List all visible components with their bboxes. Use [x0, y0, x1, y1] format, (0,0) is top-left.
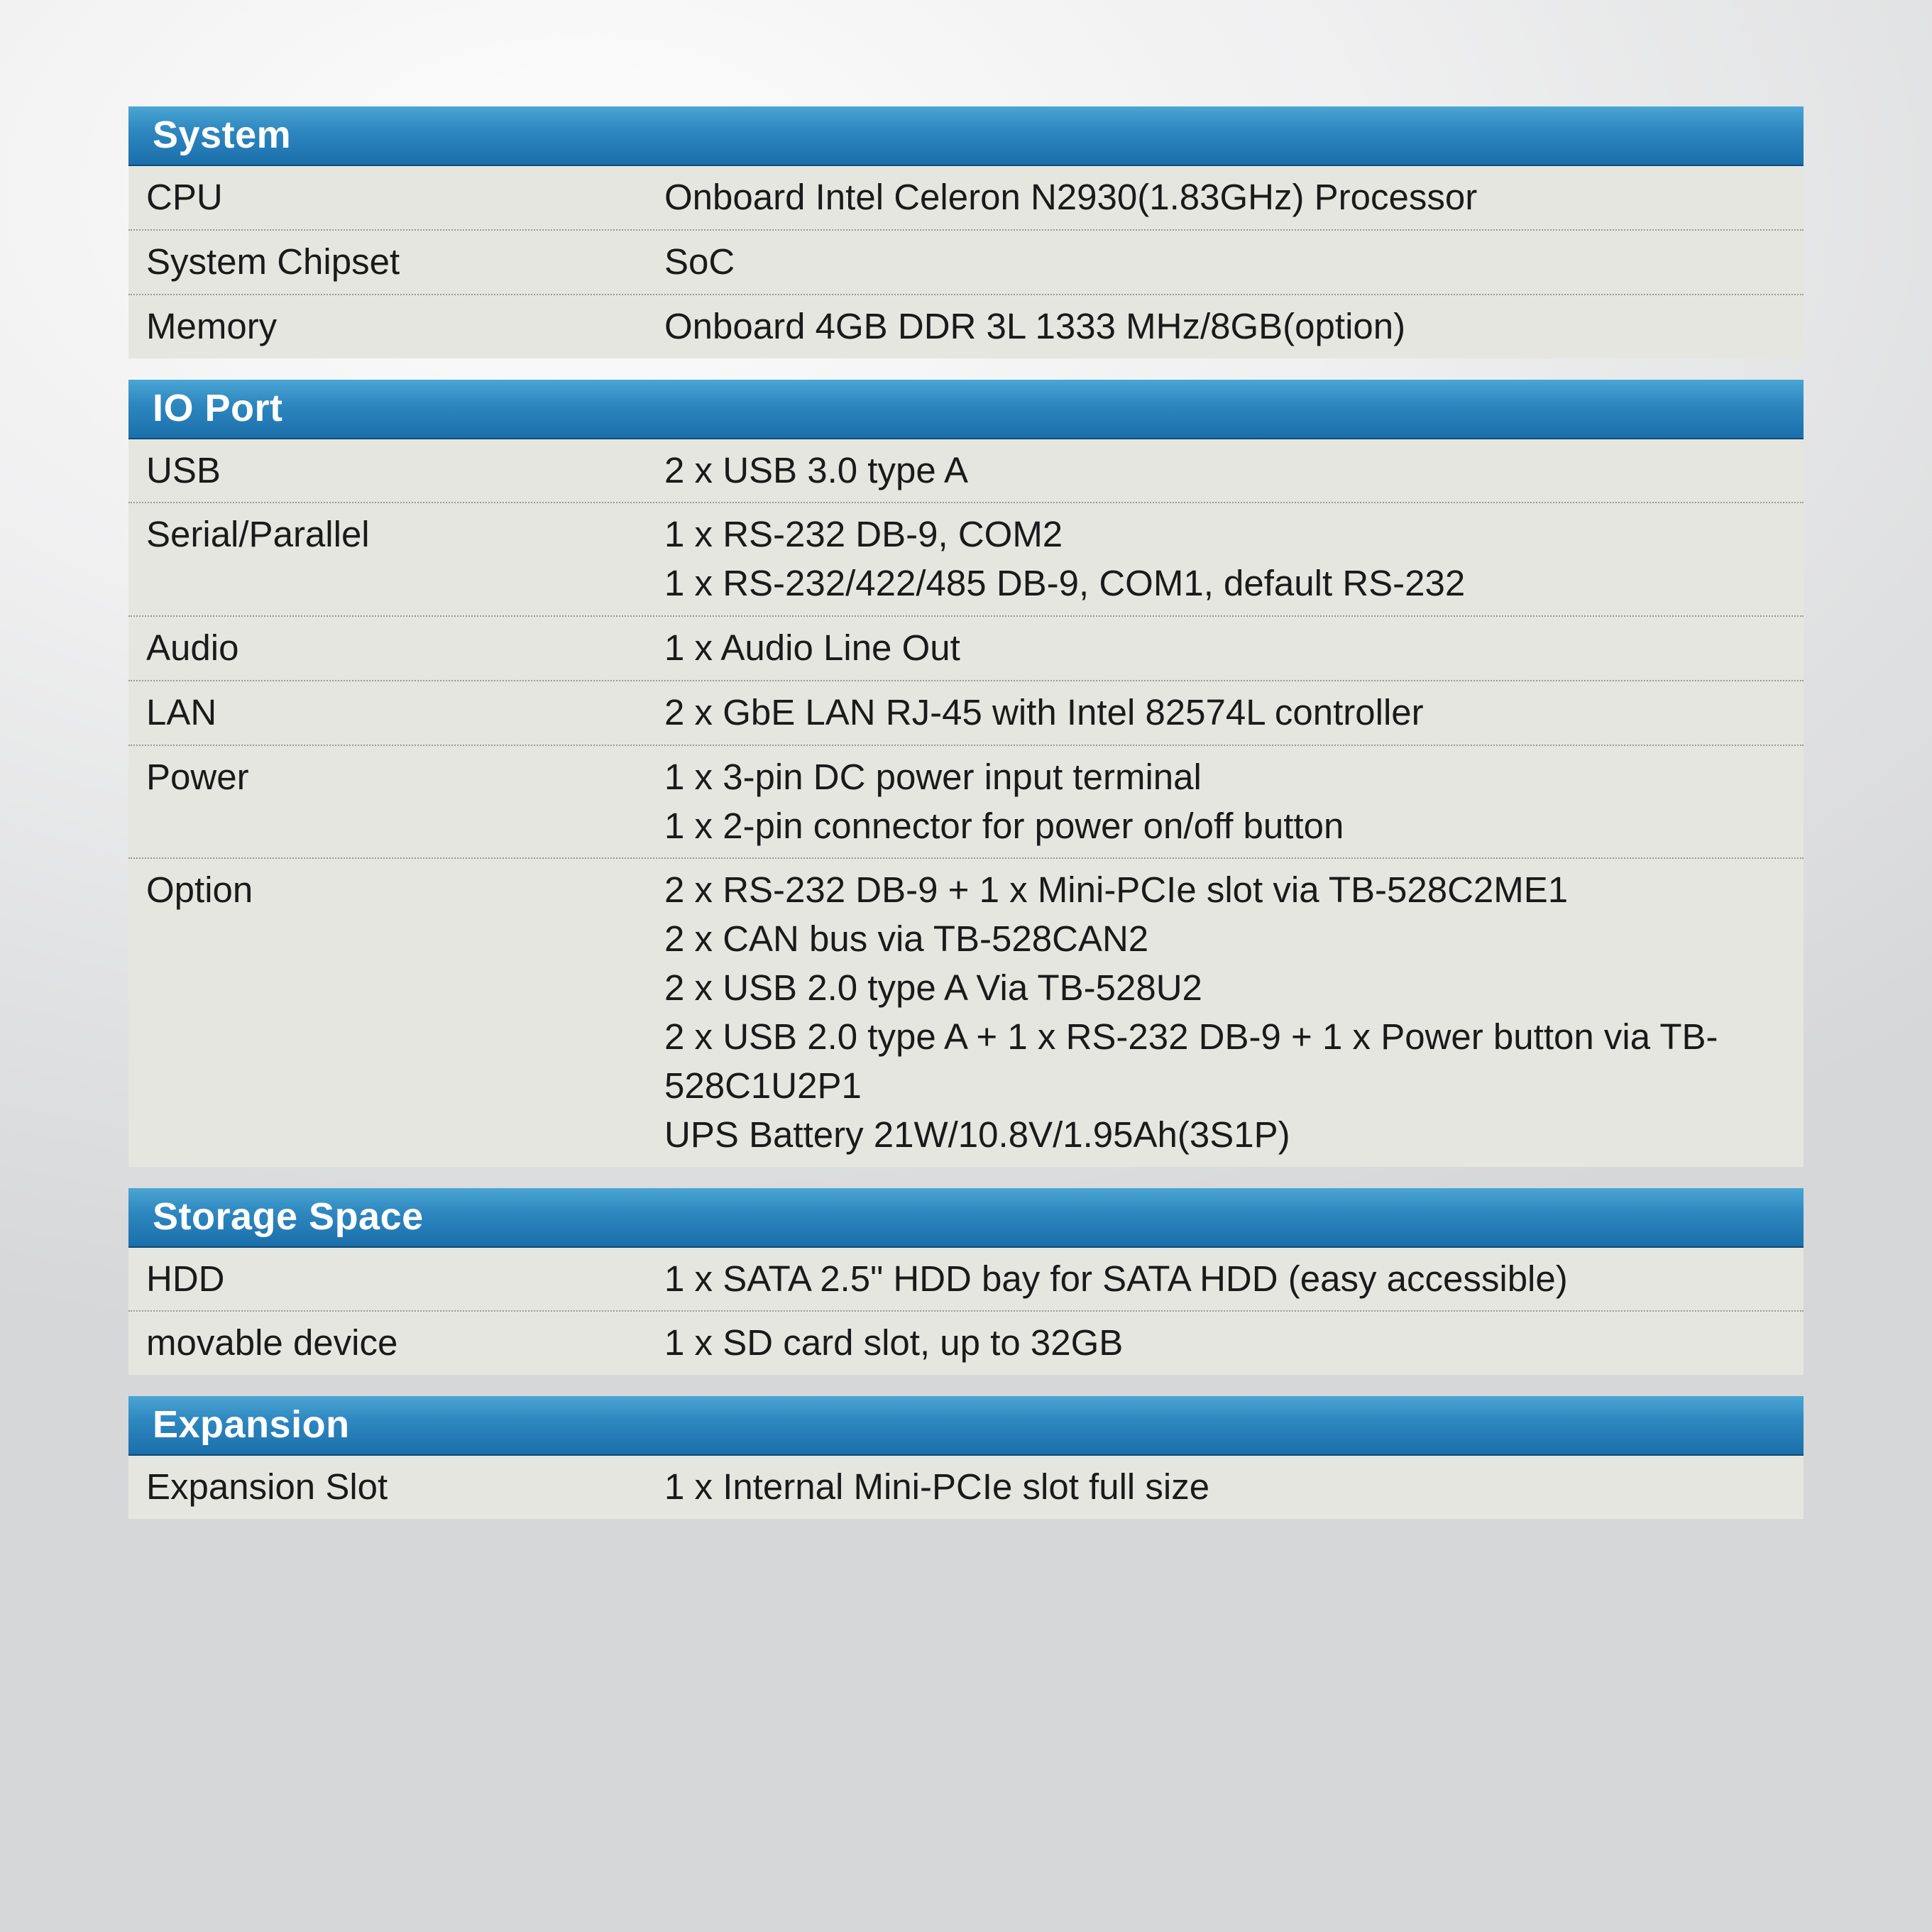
table-row: Expansion Slot 1 x Internal Mini-PCIe sl… [128, 1456, 1804, 1519]
spec-value: 1 x RS-232 DB-9, COM2 1 x RS-232/422/485… [664, 510, 1804, 608]
section-header-expansion: Expansion [128, 1396, 1804, 1456]
section-body-storage-space: HDD 1 x SATA 2.5" HDD bay for SATA HDD (… [128, 1248, 1804, 1376]
spec-value: 1 x SATA 2.5" HDD bay for SATA HDD (easy… [664, 1255, 1804, 1304]
table-row: Memory Onboard 4GB DDR 3L 1333 MHz/8GB(o… [128, 295, 1804, 358]
spec-label: Power [128, 753, 664, 851]
table-row: Power 1 x 3-pin DC power input terminal … [128, 746, 1804, 860]
spec-label: Expansion Slot [128, 1463, 664, 1512]
section-header-system: System [128, 106, 1804, 166]
spec-label: HDD [128, 1255, 664, 1304]
table-row: Option 2 x RS-232 DB-9 + 1 x Mini-PCIe s… [128, 859, 1804, 1166]
table-row: System Chipset SoC [128, 231, 1804, 295]
section-body-expansion: Expansion Slot 1 x Internal Mini-PCIe sl… [128, 1456, 1804, 1519]
table-row: USB 2 x USB 3.0 type A [128, 439, 1804, 504]
table-row: HDD 1 x SATA 2.5" HDD bay for SATA HDD (… [128, 1248, 1804, 1312]
table-row: movable device 1 x SD card slot, up to 3… [128, 1312, 1804, 1375]
spec-label: CPU [128, 173, 664, 222]
spec-value: Onboard 4GB DDR 3L 1333 MHz/8GB(option) [664, 302, 1804, 351]
section-io-port: IO Port USB 2 x USB 3.0 type A Serial/Pa… [128, 380, 1804, 1167]
spec-value: 2 x USB 3.0 type A [664, 446, 1804, 495]
section-header-storage-space: Storage Space [128, 1188, 1804, 1248]
spec-label: Option [128, 866, 664, 1159]
spec-label: Serial/Parallel [128, 510, 664, 608]
section-storage-space: Storage Space HDD 1 x SATA 2.5" HDD bay … [128, 1188, 1804, 1376]
spec-value: 2 x GbE LAN RJ-45 with Intel 82574L cont… [664, 688, 1804, 737]
spec-value: 1 x 3-pin DC power input terminal 1 x 2-… [664, 753, 1804, 851]
spec-label: Memory [128, 302, 664, 351]
spec-value: 2 x RS-232 DB-9 + 1 x Mini-PCIe slot via… [664, 866, 1804, 1159]
spec-label: USB [128, 446, 664, 495]
spec-label: movable device [128, 1319, 664, 1368]
spec-value: SoC [664, 238, 1804, 287]
spec-table-container: System CPU Onboard Intel Celeron N2930(1… [128, 106, 1804, 1540]
spec-label: LAN [128, 688, 664, 737]
spec-label: Audio [128, 624, 664, 673]
section-system: System CPU Onboard Intel Celeron N2930(1… [128, 106, 1804, 358]
spec-label: System Chipset [128, 238, 664, 287]
section-body-system: CPU Onboard Intel Celeron N2930(1.83GHz)… [128, 166, 1804, 358]
table-row: CPU Onboard Intel Celeron N2930(1.83GHz)… [128, 166, 1804, 231]
section-expansion: Expansion Expansion Slot 1 x Internal Mi… [128, 1396, 1804, 1519]
spec-value: 1 x Audio Line Out [664, 624, 1804, 673]
spec-value: Onboard Intel Celeron N2930(1.83GHz) Pro… [664, 173, 1804, 222]
table-row: LAN 2 x GbE LAN RJ-45 with Intel 82574L … [128, 681, 1804, 746]
spec-value: 1 x SD card slot, up to 32GB [664, 1319, 1804, 1368]
section-body-io-port: USB 2 x USB 3.0 type A Serial/Parallel 1… [128, 439, 1804, 1167]
section-header-io-port: IO Port [128, 380, 1804, 439]
spec-value: 1 x Internal Mini-PCIe slot full size [664, 1463, 1804, 1512]
table-row: Audio 1 x Audio Line Out [128, 617, 1804, 681]
table-row: Serial/Parallel 1 x RS-232 DB-9, COM2 1 … [128, 503, 1804, 617]
